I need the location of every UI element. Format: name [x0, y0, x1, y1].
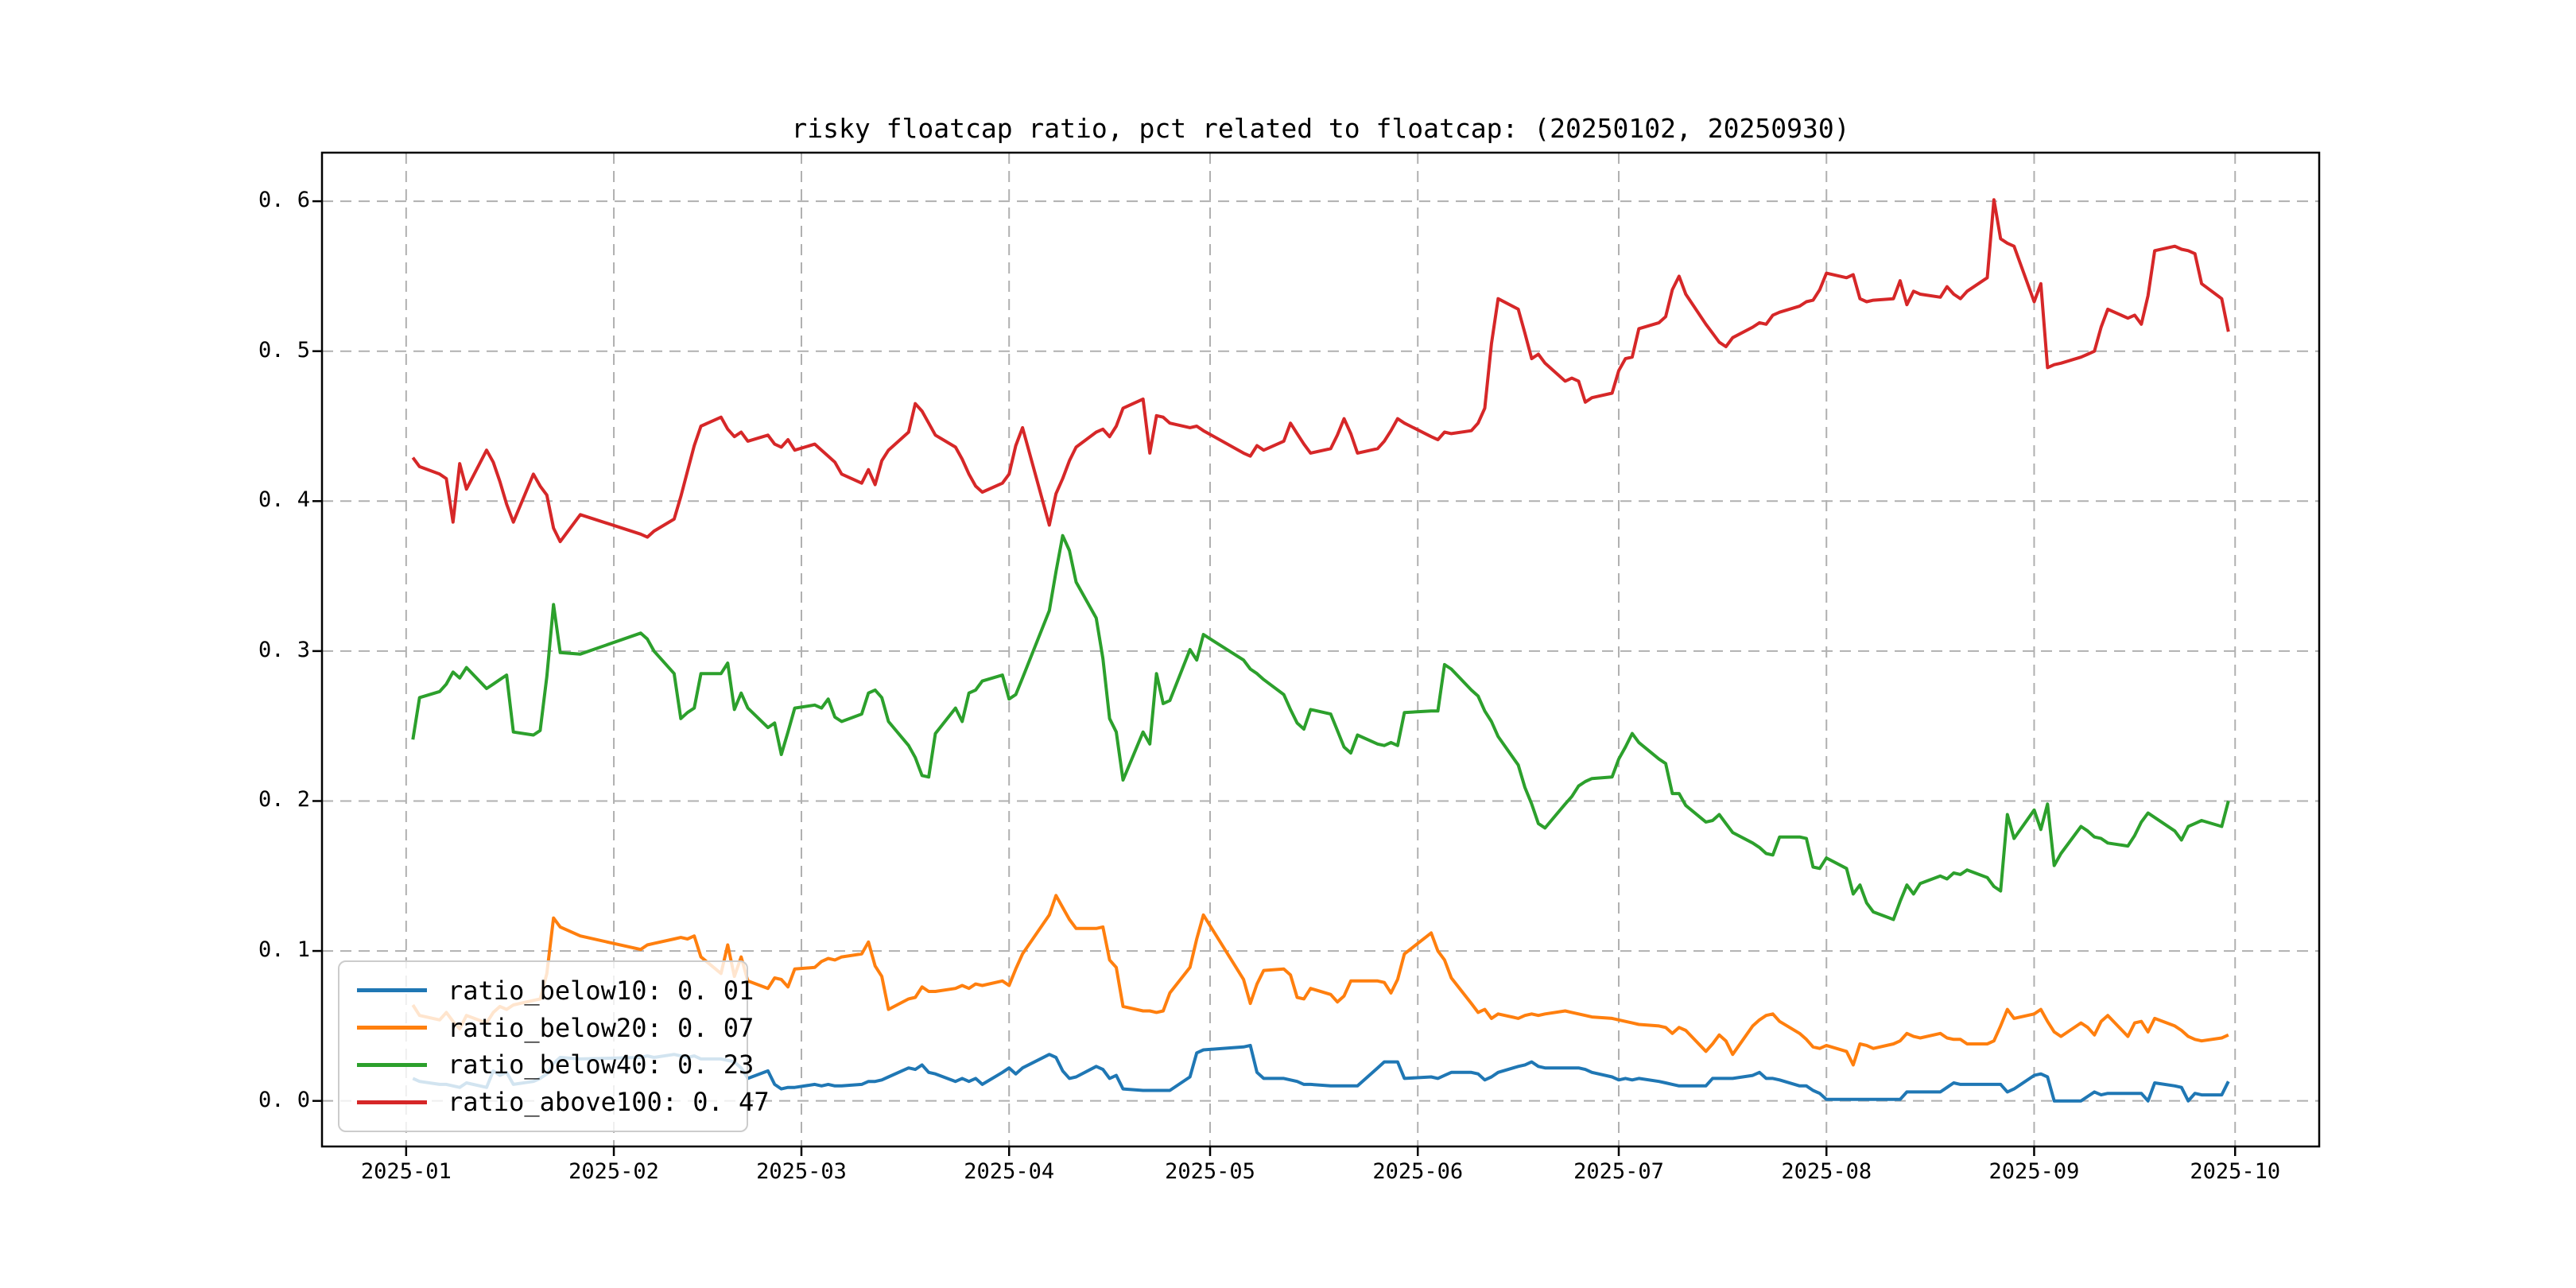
series-line-ratio_below20 — [411, 894, 2229, 1067]
series-line-ratio_below10 — [412, 1043, 2230, 1103]
legend-item-ratio_above100: ratio_above100: 0. 47 — [357, 1087, 770, 1117]
y-tick-label-0.5: 0. 5 — [258, 337, 310, 363]
plot-border — [320, 151, 2321, 1148]
legend-label: ratio_above100: 0. 47 — [448, 1087, 770, 1118]
y-tick-label-0.3: 0. 3 — [258, 637, 310, 662]
x-tick-label-2025-03: 2025-03 — [756, 1159, 847, 1184]
x-tick-label-2025-04: 2025-04 — [964, 1159, 1055, 1184]
legend-label: ratio_below40: 0. 23 — [448, 1049, 755, 1080]
x-tick-label-2025-01: 2025-01 — [360, 1159, 452, 1184]
y-tick-label-0.4: 0. 4 — [258, 487, 310, 513]
legend-item-ratio_below20: ratio_below20: 0. 07 — [357, 1013, 754, 1043]
x-tick-label-2025-08: 2025-08 — [1781, 1159, 1872, 1184]
y-tick-label-0: 0. 0 — [258, 1087, 310, 1112]
x-tick-label-2025-10: 2025-10 — [2190, 1159, 2281, 1184]
x-tick-label-2025-07: 2025-07 — [1573, 1159, 1664, 1184]
y-tick-label-0.2: 0. 2 — [258, 787, 310, 813]
x-tick-label-2025-06: 2025-06 — [1372, 1159, 1464, 1184]
legend-line-sample-blue — [357, 988, 427, 993]
series-line-ratio_above100 — [411, 198, 2230, 544]
x-tick-label-2025-05: 2025-05 — [1165, 1159, 1255, 1184]
legend-item-ratio_below40: ratio_below40: 0. 23 — [357, 1049, 754, 1080]
legend-line-sample-orange — [357, 1026, 427, 1030]
legend: ratio_below10: 0. 01 ratio_below20: 0. 0… — [338, 960, 770, 1132]
y-tick-label-0.6: 0. 6 — [258, 188, 310, 213]
y-tick-label-0.1: 0. 1 — [258, 937, 310, 963]
legend-item-ratio_below10: ratio_below10: 0. 01 — [357, 976, 754, 1006]
x-tick-label-2025-02: 2025-02 — [568, 1159, 659, 1184]
legend-label: ratio_below10: 0. 01 — [448, 975, 755, 1006]
chart-title: risky floatcap ratio, pct related to flo… — [791, 113, 1850, 144]
legend-line-sample-green — [357, 1062, 427, 1067]
series-line-ratio_below40 — [411, 533, 2230, 921]
x-tick-label-2025-09: 2025-09 — [1988, 1159, 2080, 1184]
legend-label: ratio_below20: 0. 07 — [448, 1012, 755, 1043]
legend-line-sample-red — [357, 1100, 427, 1104]
